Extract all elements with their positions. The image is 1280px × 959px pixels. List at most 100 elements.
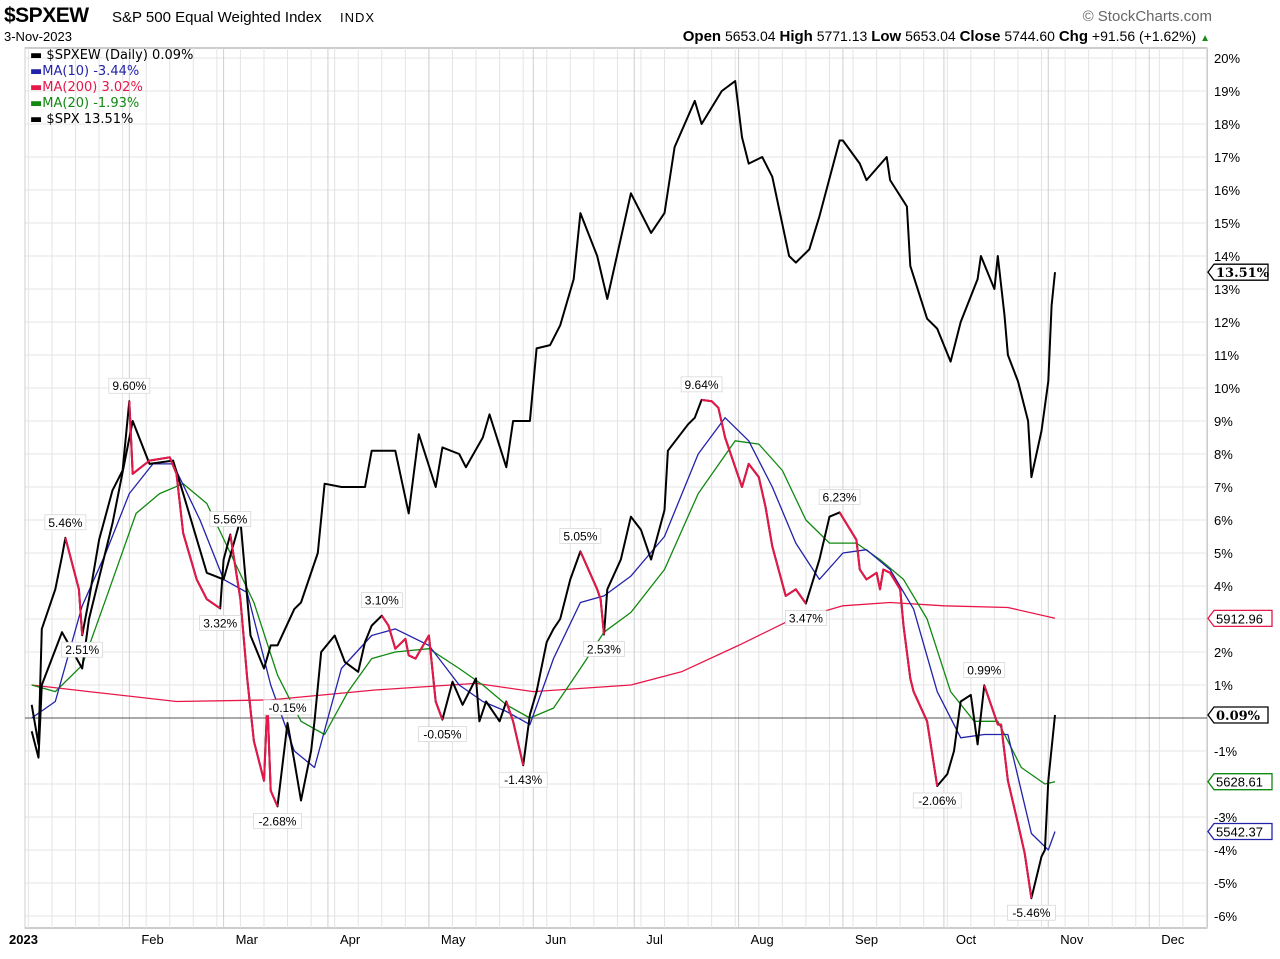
pivot-label-box bbox=[418, 726, 467, 742]
y-tick-label: 10% bbox=[1214, 381, 1240, 396]
price-tag-box bbox=[1207, 822, 1273, 841]
pivot-label: 3.47% bbox=[785, 610, 827, 626]
x-tick-label: Jun bbox=[545, 932, 566, 947]
y-tick-label: 7% bbox=[1214, 480, 1233, 495]
x-tick-label: 2023 bbox=[9, 932, 38, 947]
pivot-label-box bbox=[199, 615, 242, 631]
legend-swatch: ▬ bbox=[30, 64, 43, 79]
pivot-label-text: 9.64% bbox=[685, 378, 719, 392]
price-tag: 5542.37 bbox=[1207, 822, 1273, 841]
high-value: 5771.13 bbox=[816, 28, 868, 44]
price-tag-text: 5628.61 bbox=[1216, 775, 1263, 790]
zigzag-down-leg bbox=[128, 401, 221, 610]
pivot-label-text: -0.15% bbox=[269, 701, 307, 715]
pivot-label-text: 5.05% bbox=[563, 529, 597, 543]
pivot-label-box bbox=[498, 771, 548, 788]
price-tag-box bbox=[1207, 609, 1273, 627]
pivot-label: 3.32% bbox=[199, 615, 242, 631]
price-tag: 5628.61 bbox=[1207, 773, 1273, 791]
pivot-label-box bbox=[263, 699, 312, 716]
exchange: INDX bbox=[340, 10, 376, 25]
pivot-label-box bbox=[209, 511, 252, 527]
pivot-label-text: -2.68% bbox=[258, 814, 296, 828]
y-tick-label: 8% bbox=[1214, 447, 1233, 462]
zigzag-down-leg bbox=[64, 537, 84, 636]
pivot-label-box bbox=[61, 641, 104, 658]
pivot-label: 2.51% bbox=[61, 641, 104, 658]
x-tick-label: Aug bbox=[751, 932, 774, 947]
price-tag: 5912.96 bbox=[1207, 609, 1273, 627]
x-tick-label: May bbox=[441, 932, 466, 947]
price-tag: 0.09% bbox=[1207, 706, 1269, 724]
legend-swatch: ▬ bbox=[30, 48, 47, 63]
legend: ▬ $SPXEW (Daily) 0.09% ▬MA(10) -3.44% ▬M… bbox=[30, 48, 193, 128]
y-tick-label: -4% bbox=[1214, 843, 1238, 858]
pivot-label: 0.99% bbox=[963, 662, 1006, 678]
plot-area bbox=[24, 47, 1208, 929]
pivot-label-box bbox=[680, 376, 723, 393]
pivot-label-box bbox=[559, 528, 602, 544]
x-tick-label: Mar bbox=[236, 932, 259, 947]
y-tick-label: 1% bbox=[1214, 678, 1233, 693]
pivot-label-text: 0.99% bbox=[967, 663, 1001, 677]
spx-line bbox=[30, 80, 1056, 759]
chart-date: 3-Nov-2023 bbox=[4, 29, 72, 44]
pivot-label: -5.46% bbox=[1007, 904, 1056, 921]
pivot-label-box bbox=[818, 489, 861, 505]
y-tick-label: 15% bbox=[1214, 216, 1240, 231]
legend-item-spxew: ▬ $SPXEW (Daily) 0.09% bbox=[30, 48, 194, 63]
pivot-label-text: 5.46% bbox=[48, 516, 82, 530]
pivot-label-box bbox=[912, 792, 962, 809]
price-tag-text: 5912.96 bbox=[1216, 611, 1263, 626]
legend-swatch: ▬ bbox=[30, 96, 43, 111]
low-value: 5653.04 bbox=[905, 28, 956, 44]
legend-item-ma200: ▬MA(200) 3.02% bbox=[30, 80, 143, 95]
zigzag-down-leg bbox=[380, 615, 444, 720]
zigzag-down-leg bbox=[229, 534, 279, 807]
y-tick-label: 19% bbox=[1214, 84, 1240, 99]
zigzag-down-leg bbox=[505, 701, 525, 766]
pivot-label: 2.53% bbox=[583, 641, 625, 657]
pivot-label: -1.43% bbox=[498, 771, 548, 788]
x-tick-label: Oct bbox=[956, 932, 977, 947]
pivot-label: -2.06% bbox=[912, 792, 962, 809]
open-value: 5653.04 bbox=[724, 28, 776, 44]
price-tag-text: 0.09% bbox=[1216, 709, 1261, 724]
pivot-label: 5.05% bbox=[559, 528, 602, 544]
ma200-line bbox=[31, 601, 1056, 703]
x-tick-label: Nov bbox=[1060, 932, 1084, 947]
y-tick-label: 4% bbox=[1214, 579, 1233, 594]
price-tag-text: 13.51% bbox=[1216, 266, 1270, 281]
y-tick-label: 17% bbox=[1214, 150, 1240, 165]
x-tick-label: Feb bbox=[141, 932, 163, 947]
up-arrow-icon: ▲ bbox=[1200, 33, 1210, 44]
pivot-label: 5.46% bbox=[44, 514, 87, 531]
zigzag-down-leg bbox=[983, 684, 1033, 899]
pivot-label-text: 3.32% bbox=[203, 616, 237, 630]
low-label: Low bbox=[871, 28, 902, 45]
pivot-label-box bbox=[963, 662, 1006, 678]
price-tag: 13.51% bbox=[1207, 263, 1270, 281]
y-tick-label: 6% bbox=[1214, 513, 1233, 528]
watermark: © StockCharts.com bbox=[1082, 8, 1212, 25]
chg-value: +91.56 (+1.62%) bbox=[1091, 28, 1197, 44]
y-tick-label: 12% bbox=[1214, 315, 1240, 330]
pivot-label-box bbox=[785, 610, 827, 626]
legend-swatch: ▬ bbox=[30, 80, 43, 95]
x-tick-label: Dec bbox=[1161, 932, 1185, 947]
pivot-label-text: 2.53% bbox=[587, 643, 621, 657]
ohlc-bar: Open 5653.04 High 5771.13 Low 5653.04 Cl… bbox=[683, 28, 1210, 45]
close-value: 5744.60 bbox=[1004, 28, 1055, 44]
pivot-label-text: -1.43% bbox=[504, 773, 542, 787]
legend-swatch: ▬ bbox=[30, 112, 47, 127]
pivot-label-text: -0.05% bbox=[423, 728, 461, 742]
x-tick-label: Apr bbox=[340, 932, 361, 947]
pivot-label-text: 2.51% bbox=[65, 643, 99, 657]
pivot-label-text: 5.56% bbox=[213, 513, 247, 527]
close-label: Close bbox=[959, 28, 1001, 45]
pivot-label: 5.56% bbox=[209, 511, 252, 527]
legend-item-spx: ▬ $SPX 13.51% bbox=[30, 112, 134, 127]
y-tick-label: 20% bbox=[1214, 51, 1240, 66]
ma20-line bbox=[31, 440, 1056, 785]
